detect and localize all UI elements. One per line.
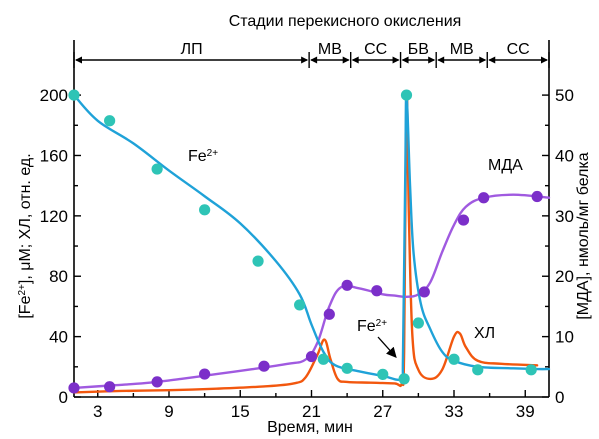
y-right-tick-label: 50 <box>555 86 574 105</box>
y-right-tick-label: 30 <box>555 207 574 226</box>
data-point-mda <box>371 285 383 297</box>
chart-title: Стадии перекисного окисления <box>229 13 462 30</box>
fe-arrow-label: Fe2+ <box>357 318 387 336</box>
stage-arrow-right <box>392 56 400 64</box>
data-point-mda <box>418 286 430 298</box>
x-tick-label: 21 <box>302 402 321 421</box>
fe-arrow <box>377 336 397 358</box>
x-tick-label: 9 <box>164 402 173 421</box>
data-point-fe <box>448 353 460 365</box>
y-right-tick-label: 10 <box>555 328 574 347</box>
stage-4: МВ <box>437 41 487 64</box>
fe-series-label-sup: 2+ <box>207 148 219 159</box>
stage-1: МВ <box>310 41 350 64</box>
y-left-tick-label: 0 <box>59 388 68 407</box>
x-tick-label: 27 <box>373 402 392 421</box>
hl-series-label: ХЛ <box>474 325 495 342</box>
y-left-tick-label: 160 <box>40 146 68 165</box>
data-point-mda <box>478 192 490 204</box>
y-left-tick-label: 200 <box>40 86 68 105</box>
stage-arrow-left <box>75 56 82 64</box>
stage-label: ЛП <box>181 41 203 58</box>
stage-3: БВ <box>401 41 436 64</box>
stage-arrow-left <box>437 56 445 64</box>
data-point-fe <box>317 353 329 365</box>
stage-arrow-left <box>351 56 359 64</box>
stage-5: СС <box>488 41 548 64</box>
data-point-fe <box>398 373 410 385</box>
x-tick-label: 39 <box>516 402 535 421</box>
data-point-mda <box>341 279 353 291</box>
data-point-mda <box>258 360 270 372</box>
data-point-fe <box>341 362 353 374</box>
stage-label: МВ <box>450 41 474 58</box>
stage-arrow-left <box>488 56 496 64</box>
axes <box>73 40 550 398</box>
data-point-fe <box>412 317 424 329</box>
fe-series-label: Fe2+ <box>188 148 218 166</box>
data-point-fe <box>199 204 211 216</box>
stage-label: МВ <box>318 41 342 58</box>
data-point-mda <box>68 382 80 394</box>
data-point-fe <box>68 89 80 101</box>
data-point-mda <box>151 376 163 388</box>
stage-arrow-left <box>310 56 318 64</box>
stage-bar: ЛП МВ СС БВ МВ СС <box>73 41 550 68</box>
data-point-fe <box>252 255 264 267</box>
data-point-mda <box>104 381 116 393</box>
data-point-mda <box>531 190 543 203</box>
annotations: Fe2+ МДА ХЛ Fe2+ <box>188 148 523 358</box>
y-left-tick-label: 40 <box>49 328 68 347</box>
data-point-mda <box>305 350 318 363</box>
data-point-fe <box>377 368 389 380</box>
data-point-fe <box>472 364 484 376</box>
stage-label: СС <box>364 41 387 58</box>
stage-arrow-left <box>401 56 409 64</box>
stage-arrow-right <box>342 56 350 64</box>
y-right-axis-title: [МДА], нмоль/мг белка <box>575 152 592 319</box>
data-point-mda <box>457 214 470 226</box>
data-point-fe <box>151 163 163 175</box>
data-point-fe <box>525 364 537 376</box>
data-point-mda <box>199 368 211 380</box>
x-axis-title: Время, мин <box>267 419 353 436</box>
data-point-fe <box>294 299 306 311</box>
x-tick-label: 15 <box>231 402 250 421</box>
data-point-mda <box>323 308 335 320</box>
stage-arrow-right <box>479 56 487 64</box>
mda-series-label: МДА <box>488 157 523 174</box>
y-left-tick-label: 80 <box>49 267 68 286</box>
x-tick-label: 3 <box>93 402 102 421</box>
stage-label: БВ <box>408 41 429 58</box>
y-left-axis-title: [Fe2+], μM; ХЛ, отн. ед. <box>17 153 35 318</box>
stage-arrow-right <box>301 56 309 64</box>
stage-2: СС <box>351 41 400 64</box>
stage-arrow-right <box>428 56 436 64</box>
data-point-fe <box>104 115 116 127</box>
y-right-tick-label: 0 <box>555 388 564 407</box>
y-right-tick-label: 20 <box>555 267 574 286</box>
y-right-tick-label: 40 <box>555 146 574 165</box>
y-left-tick-label: 120 <box>40 207 68 226</box>
series-line-hl <box>72 90 539 394</box>
fe-arrow-label-sup: 2+ <box>376 318 388 329</box>
stage-0: ЛП <box>75 41 309 64</box>
data-point-fe <box>400 89 413 101</box>
stage-arrow-right <box>541 56 548 64</box>
series-layer <box>68 89 551 394</box>
x-tick-label: 33 <box>445 402 464 421</box>
stage-label: СС <box>507 41 530 58</box>
